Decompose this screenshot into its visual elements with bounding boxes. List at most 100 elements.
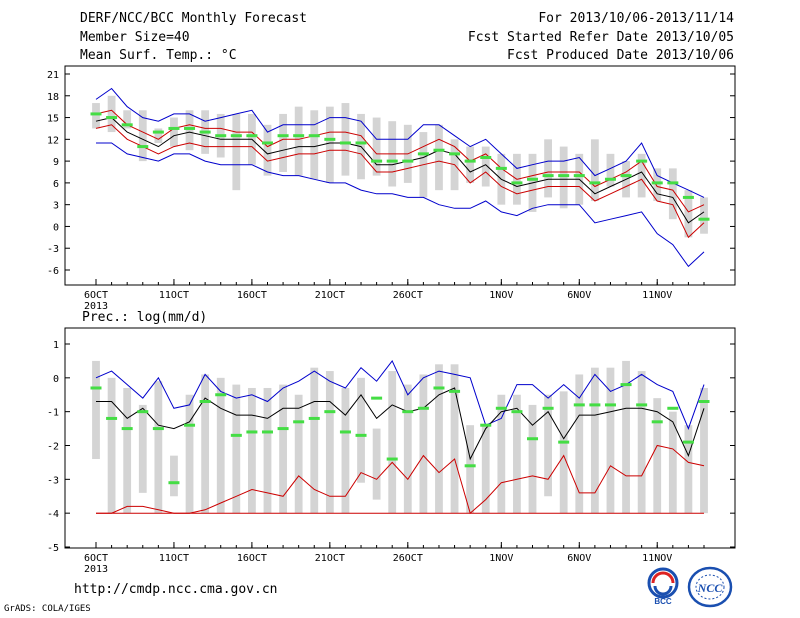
- obs-marker: [449, 389, 461, 393]
- spread-box: [372, 117, 381, 176]
- obs-marker: [121, 123, 133, 127]
- obs-marker: [604, 177, 616, 181]
- y-tick-label: 18: [47, 92, 59, 103]
- obs-marker: [168, 481, 180, 485]
- ncc-logo: NCC: [687, 566, 733, 608]
- obs-marker: [589, 403, 601, 407]
- spread-box: [403, 384, 412, 514]
- obs-marker: [433, 148, 445, 152]
- svg-text:NCC: NCC: [697, 581, 724, 595]
- obs-marker: [261, 141, 273, 145]
- series-mean: [96, 387, 705, 461]
- obs-marker: [620, 383, 632, 387]
- spread-box: [466, 146, 475, 183]
- y-tick-label: 0: [53, 222, 59, 233]
- obs-marker: [417, 152, 429, 156]
- series-upper: [95, 109, 705, 213]
- spread-box: [185, 110, 194, 151]
- y-tick-label: -6: [47, 266, 59, 277]
- obs-marker: [480, 423, 492, 427]
- y-tick-label: 12: [47, 135, 59, 146]
- x-tick-label: 16OCT: [237, 553, 267, 564]
- member-size-label: Member Size=40: [80, 30, 190, 45]
- series-min: [96, 142, 705, 268]
- spread-box: [123, 110, 132, 129]
- y-tick-label: 21: [47, 70, 59, 81]
- spread-box: [668, 411, 677, 514]
- source-url[interactable]: http://cmdp.ncc.cma.gov.cn: [74, 582, 278, 597]
- obs-marker: [121, 427, 133, 431]
- obs-marker: [558, 174, 570, 178]
- obs-marker: [527, 177, 539, 181]
- spread-box: [216, 377, 225, 514]
- spread-box: [279, 384, 287, 514]
- x-tick-label: 21OCT: [315, 290, 345, 301]
- spread-box: [138, 404, 147, 493]
- spread-box: [590, 367, 599, 514]
- spread-box: [123, 387, 132, 514]
- spread-box: [700, 387, 708, 514]
- x-year-label: 2013: [84, 301, 108, 310]
- obs-marker: [573, 174, 585, 178]
- obs-marker: [449, 152, 461, 156]
- spread-box: [388, 371, 397, 514]
- obs-marker: [542, 174, 554, 178]
- obs-marker: [511, 181, 523, 185]
- x-tick-label: 6OCT: [84, 290, 108, 301]
- spread-box: [325, 106, 334, 183]
- obs-marker: [698, 400, 710, 404]
- obs-marker: [293, 134, 305, 138]
- spread-box: [419, 374, 428, 514]
- spread-box: [590, 139, 599, 202]
- spread-box: [92, 360, 100, 460]
- spread-box: [435, 124, 443, 191]
- spread-box: [310, 110, 319, 180]
- obs-marker: [106, 116, 118, 120]
- obs-marker: [464, 159, 476, 163]
- obs-marker: [402, 159, 414, 163]
- obs-marker: [339, 141, 351, 145]
- spread-box: [170, 117, 178, 147]
- y-tick-label: -5: [47, 543, 59, 554]
- spread-box: [481, 146, 490, 187]
- spread-box: [185, 394, 194, 514]
- obs-marker: [184, 126, 196, 130]
- obs-marker: [277, 134, 289, 138]
- obs-marker: [168, 126, 180, 130]
- y-tick-label: 3: [53, 201, 59, 212]
- spread-box: [138, 110, 147, 162]
- obs-marker: [324, 410, 336, 414]
- spread-box: [92, 103, 100, 129]
- obs-marker: [308, 134, 320, 138]
- spread-box: [435, 364, 443, 514]
- obs-marker: [495, 406, 507, 410]
- x-tick-label: 1NOV: [489, 553, 513, 564]
- x-tick-label: 11NOV: [642, 290, 672, 301]
- spread-box: [341, 387, 350, 514]
- spread-box: [559, 146, 568, 209]
- series-max: [95, 359, 705, 430]
- obs-marker: [152, 427, 164, 431]
- spread-box: [248, 387, 256, 514]
- svg-text:BCC: BCC: [654, 597, 672, 606]
- x-tick-label: 6NOV: [567, 290, 591, 301]
- obs-marker: [308, 416, 320, 420]
- y-tick-label: -2: [47, 442, 59, 453]
- obs-marker: [199, 130, 211, 134]
- plot-frame: [64, 65, 736, 286]
- obs-marker: [589, 181, 601, 185]
- obs-marker: [90, 386, 102, 390]
- x-tick-label: 11NOV: [642, 553, 672, 564]
- series-max: [95, 87, 705, 198]
- obs-marker: [682, 440, 694, 444]
- spread-box: [544, 394, 552, 497]
- obs-marker: [90, 112, 102, 116]
- spread-box: [513, 394, 521, 514]
- spread-box: [668, 168, 677, 220]
- y-tick-label: 9: [53, 157, 59, 168]
- obs-marker: [152, 130, 164, 134]
- obs-marker: [230, 134, 242, 138]
- spread-box: [232, 113, 241, 191]
- spread-box: [450, 364, 459, 514]
